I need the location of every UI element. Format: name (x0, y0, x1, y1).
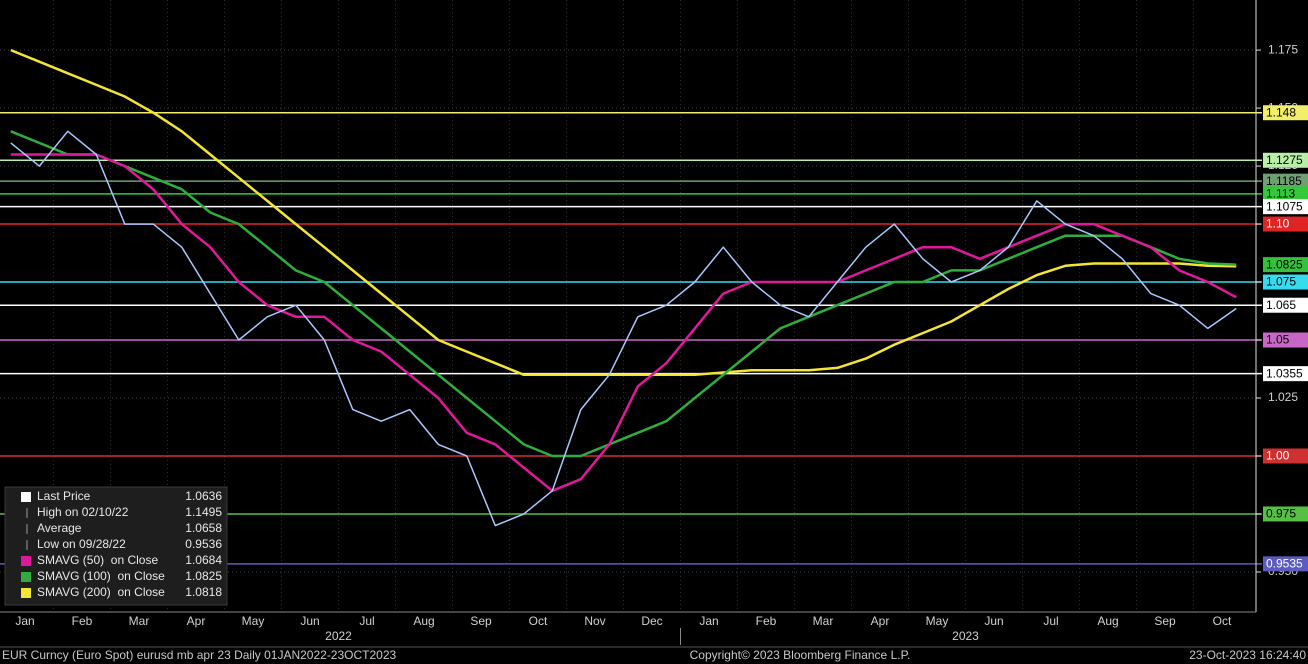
year-label: 2022 (325, 629, 352, 643)
level-box (1263, 257, 1308, 273)
level-box (1263, 173, 1308, 189)
x-tick-label: Jan (15, 614, 34, 628)
x-tick-label: Mar (129, 614, 150, 628)
year-label: 2023 (952, 629, 979, 643)
level-box (1263, 448, 1308, 464)
x-tick-label: Oct (529, 614, 548, 628)
legend-value: 1.1495 (185, 505, 222, 519)
x-tick-label: Apr (871, 614, 890, 628)
level-label: 1.065 (1266, 298, 1296, 312)
legend-swatch (21, 572, 31, 582)
level-label: 1.148 (1266, 105, 1296, 119)
legend-value: 1.0818 (185, 585, 222, 599)
level-box (1263, 199, 1308, 215)
level-box (1263, 186, 1308, 202)
x-tick-label: May (242, 614, 265, 628)
footer-center: Copyright© 2023 Bloomberg Finance L.P. (690, 648, 911, 662)
lines (10, 48, 1237, 527)
legend-label: SMAVG (200) on Close (37, 585, 165, 599)
x-tick-label: Dec (641, 614, 662, 628)
x-tick-label: Nov (584, 614, 605, 628)
x-tick-label: Mar (813, 614, 834, 628)
levels (0, 111, 1262, 565)
level-label: 1.05 (1266, 333, 1290, 347)
legend-value: 0.9536 (185, 537, 222, 551)
legend-box (4, 486, 228, 606)
legend-label: SMAVG (100) on Close (37, 569, 165, 583)
x-tick-label: Aug (413, 614, 434, 628)
level-label: 1.00 (1266, 449, 1290, 463)
level-label: 1.1275 (1266, 153, 1303, 167)
legend-label: Average (37, 521, 82, 535)
x-tick-label: Jun (984, 614, 1003, 628)
series-line (10, 130, 1237, 527)
x-tick-label: Jun (300, 614, 319, 628)
footer-right: 23-Oct-2023 16:24:40 (1189, 648, 1306, 662)
level-box (1263, 216, 1308, 232)
x-tick-label: Jul (359, 614, 374, 628)
legend-swatch (21, 492, 31, 502)
x-tick-label: Sep (1154, 614, 1176, 628)
legend-value: 1.0658 (185, 521, 222, 535)
legend-swatch (21, 556, 31, 566)
footer-left: EUR Curncy (Euro Spot) eurusd mb apr 23 … (2, 648, 397, 662)
level-box (1263, 274, 1308, 290)
level-label: 1.10 (1266, 217, 1290, 231)
level-label: 1.0355 (1266, 366, 1303, 380)
x-tick-label: Feb (756, 614, 777, 628)
level-label: 1.0825 (1266, 257, 1303, 271)
level-label: 1.113 (1266, 187, 1295, 201)
legend-label: Low on 09/28/22 (37, 537, 126, 551)
level-box (1263, 105, 1308, 121)
legend-label: Last Price (37, 489, 91, 503)
level-box (1263, 366, 1308, 382)
series-line (10, 48, 1237, 377)
level-box (1263, 297, 1308, 313)
legend: Last Price 1.0636 High on 02/10/22 1.1495 Av… (4, 486, 228, 606)
series-line (10, 130, 1237, 458)
x-tick-label: Feb (72, 614, 93, 628)
series-line (10, 153, 1237, 493)
level-label: 1.1075 (1266, 199, 1303, 213)
legend-label: SMAVG (50) on Close (37, 553, 158, 567)
level-label: 0.975 (1266, 507, 1296, 521)
legend-label: High on 02/10/22 (37, 505, 129, 519)
level-box (1263, 152, 1308, 168)
level-box (1263, 556, 1308, 572)
x-tick-label: Aug (1097, 614, 1118, 628)
level-box (1263, 506, 1308, 522)
legend-swatch (21, 588, 31, 598)
legend-value: 1.0636 (185, 489, 222, 503)
legend-value: 1.0684 (185, 553, 222, 567)
y-tick-label: 1.175 (1268, 42, 1298, 56)
x-tick-label: May (926, 614, 949, 628)
axis-labels: 0.9500.9751.0001.0251.0501.0751.1001.125… (15, 42, 1308, 645)
legend-value: 1.0825 (185, 569, 222, 583)
level-label: 1.1185 (1266, 174, 1302, 188)
y-tick-label: 1.025 (1268, 390, 1298, 404)
x-tick-label: Sep (470, 614, 492, 628)
level-label: 1.075 (1266, 275, 1296, 289)
level-label: 0.9535 (1266, 557, 1303, 571)
x-tick-label: Jul (1043, 614, 1058, 628)
x-tick-label: Apr (187, 614, 206, 628)
x-tick-label: Jan (699, 614, 718, 628)
level-box (1263, 332, 1308, 348)
x-tick-label: Oct (1213, 614, 1232, 628)
